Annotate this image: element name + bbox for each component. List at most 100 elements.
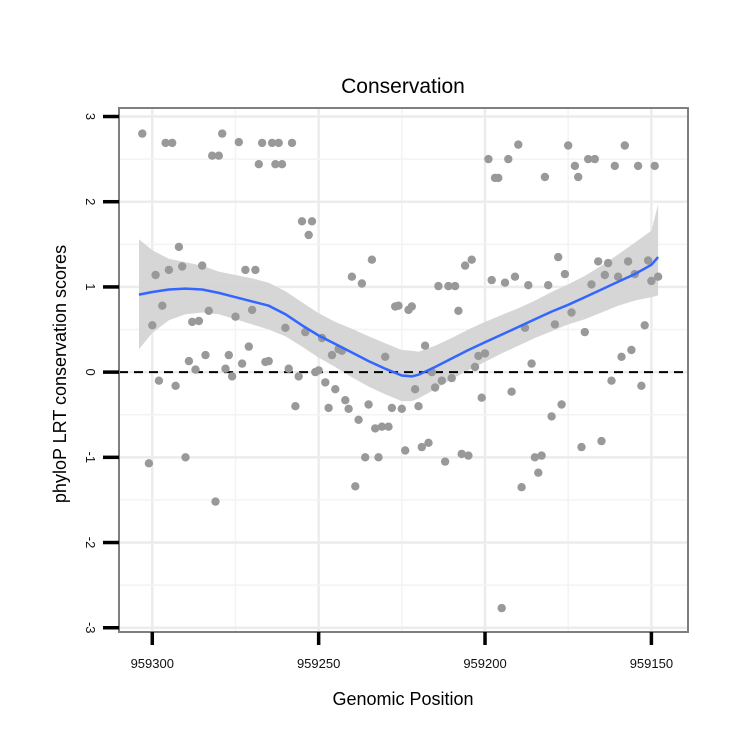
data-point <box>158 301 167 310</box>
data-point <box>460 261 470 270</box>
y-tick-label: 1 <box>83 283 98 290</box>
data-point <box>178 262 187 271</box>
data-point <box>534 468 543 477</box>
data-point <box>274 138 283 148</box>
data-point <box>208 151 217 160</box>
data-point <box>524 281 533 290</box>
data-point <box>138 129 147 138</box>
data-point <box>457 449 466 459</box>
data-point <box>151 270 160 280</box>
chart-title: Conservation <box>341 75 465 98</box>
data-point <box>307 217 317 226</box>
data-point <box>184 356 194 366</box>
data-point <box>267 138 277 148</box>
data-point <box>450 281 460 291</box>
data-point <box>507 387 516 396</box>
x-axis-title: Genomic Position <box>332 689 473 709</box>
data-point <box>237 359 247 368</box>
data-point <box>623 257 633 266</box>
data-point <box>514 140 523 149</box>
data-point <box>371 424 380 433</box>
data-point <box>424 438 433 447</box>
data-point <box>231 312 240 321</box>
y-tick-label: -3 <box>83 622 98 634</box>
data-point <box>530 453 540 462</box>
panel-border <box>118 107 689 633</box>
data-point <box>510 272 520 281</box>
data-point <box>550 320 560 329</box>
data-point <box>344 404 353 413</box>
data-point <box>218 129 227 138</box>
data-point <box>271 160 280 169</box>
data-point <box>254 160 263 169</box>
data-point <box>584 154 593 164</box>
data-point <box>354 415 363 424</box>
x-tick-label: 959300 <box>131 656 174 671</box>
data-point <box>430 383 440 392</box>
data-point <box>590 154 599 164</box>
x-axis: 959300 959250 959200 959150 <box>131 632 673 671</box>
x-tick-label: 959250 <box>297 656 340 671</box>
data-point <box>517 483 526 492</box>
data-point <box>470 362 480 372</box>
data-point <box>331 385 340 394</box>
y-tick-label: 2 <box>83 198 98 205</box>
data-point <box>643 256 653 265</box>
data-point <box>287 138 297 148</box>
data-point <box>351 482 360 491</box>
data-point <box>201 350 210 360</box>
data-point <box>574 172 583 182</box>
data-point <box>401 446 410 455</box>
data-point <box>587 280 596 289</box>
data-point <box>637 381 646 390</box>
data-point <box>417 442 426 452</box>
data-point <box>544 281 553 290</box>
y-axis: -3 -2 -1 0 1 2 3 <box>83 113 119 634</box>
data-point <box>597 436 606 446</box>
data-point <box>580 327 589 337</box>
data-point <box>374 453 383 462</box>
x-tick-label: 959200 <box>463 656 506 671</box>
data-point <box>211 497 220 506</box>
data-point <box>251 265 260 275</box>
data-point <box>527 359 536 368</box>
smooth-trend-line <box>138 256 660 378</box>
data-point <box>617 352 626 361</box>
data-point <box>384 422 393 431</box>
data-point <box>564 141 573 150</box>
data-point <box>224 350 233 360</box>
data-point <box>454 306 463 315</box>
data-point <box>387 403 397 413</box>
data-point <box>467 255 476 264</box>
data-point <box>364 400 373 409</box>
data-point <box>414 402 423 411</box>
data-point <box>487 275 496 285</box>
data-point <box>281 323 290 332</box>
data-point <box>554 252 563 262</box>
data-point <box>191 365 200 374</box>
data-point <box>321 378 330 387</box>
data-point <box>474 351 483 361</box>
data-point <box>247 305 257 315</box>
data-point <box>357 279 367 288</box>
data-point <box>164 265 174 275</box>
y-axis-title: phyloP LRT conservation scores <box>50 245 70 503</box>
data-point <box>221 364 230 373</box>
data-point <box>291 402 300 411</box>
data-point <box>560 269 570 279</box>
data-point <box>613 272 623 281</box>
data-point <box>194 316 204 326</box>
data-point <box>377 422 387 431</box>
data-point <box>653 272 663 281</box>
data-point <box>603 258 613 268</box>
data-point <box>567 308 576 317</box>
y-tick-label: 3 <box>83 113 98 120</box>
data-point <box>577 442 586 452</box>
data-point <box>188 317 197 327</box>
data-point <box>257 138 267 148</box>
data-point <box>480 349 490 358</box>
data-point <box>234 137 243 147</box>
data-point <box>440 457 450 466</box>
data-point <box>650 161 659 171</box>
